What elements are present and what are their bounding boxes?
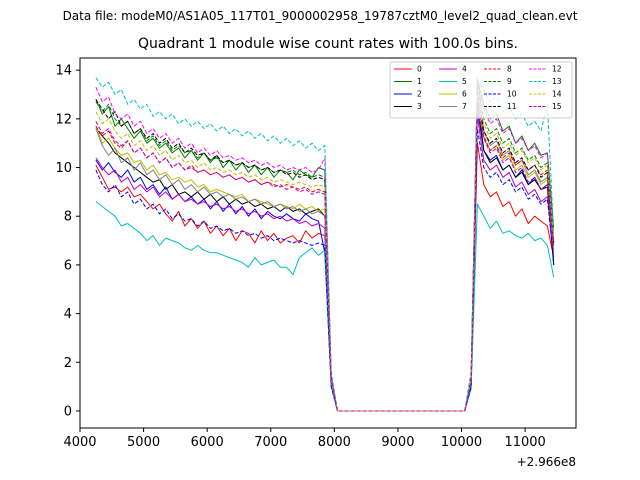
y-tick-label: 8 [64, 210, 72, 225]
legend-label-13: 13 [552, 77, 562, 86]
series-line-4 [95, 115, 555, 412]
y-axis: 0 2 4 6 8 10 12 14 [55, 64, 80, 419]
y-tick-label: 10 [55, 161, 72, 176]
y-tick-label: 14 [55, 64, 72, 79]
legend-label-10: 10 [507, 90, 517, 99]
x-tick-label: 6000 [191, 435, 224, 450]
y-tick-label: 2 [64, 356, 72, 371]
x-tick-label: 7000 [254, 435, 287, 450]
series-line-15 [95, 101, 555, 412]
legend-label-4: 4 [462, 65, 467, 74]
y-tick-label: 12 [55, 112, 72, 127]
x-tick-label: 5000 [127, 435, 160, 450]
series-layer [95, 77, 555, 412]
y-tick-label: 0 [64, 404, 72, 419]
legend-label-12: 12 [552, 65, 562, 74]
legend-label-7: 7 [462, 102, 467, 111]
x-tick-label: 9000 [381, 435, 414, 450]
y-tick-label: 6 [64, 258, 72, 273]
y-tick-label: 4 [64, 307, 72, 322]
series-line-7 [95, 77, 555, 412]
x-offset-label: +2.966e8 [517, 455, 576, 469]
legend-label-1: 1 [417, 77, 422, 86]
series-line-5 [95, 201, 555, 412]
legend-label-3: 3 [417, 102, 422, 111]
x-axis: 4000 5000 6000 7000 8000 9000 10000 11000 [63, 428, 546, 450]
series-line-10 [95, 128, 555, 412]
legend-label-15: 15 [552, 102, 562, 111]
x-tick-label: 11000 [504, 435, 545, 450]
plot-frame [79, 57, 577, 429]
legend-label-8: 8 [507, 65, 512, 74]
figure-suptitle: Data file: modeM0/AS1A05_117T01_90000029… [63, 9, 578, 23]
chart-title: Quadrant 1 module wise count rates with … [138, 36, 518, 52]
series-line-14 [95, 96, 555, 412]
x-tick-label: 4000 [63, 435, 96, 450]
x-tick-label: 10000 [441, 435, 482, 450]
legend-label-9: 9 [507, 77, 512, 86]
series-line-0 [95, 142, 555, 412]
legend-label-2: 2 [417, 90, 422, 99]
series-line-3 [95, 96, 555, 412]
legend-label-14: 14 [552, 90, 562, 99]
legend-label-5: 5 [462, 77, 467, 86]
legend-box [389, 61, 573, 119]
legend-label-11: 11 [507, 102, 517, 111]
series-line-11 [95, 91, 555, 412]
legend-label-6: 6 [462, 90, 467, 99]
legend-label-0: 0 [417, 65, 422, 74]
series-line-9 [95, 81, 555, 412]
series-line-12 [95, 84, 555, 412]
x-tick-label: 8000 [318, 435, 351, 450]
